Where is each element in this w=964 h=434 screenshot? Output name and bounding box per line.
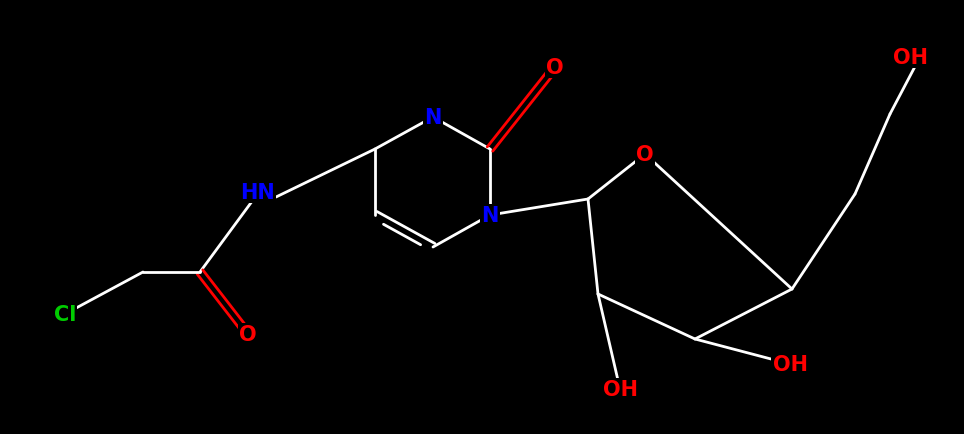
Text: N: N bbox=[424, 108, 442, 128]
Text: O: O bbox=[636, 145, 654, 164]
Text: N: N bbox=[481, 206, 498, 226]
Text: OH: OH bbox=[893, 48, 927, 68]
Text: OH: OH bbox=[602, 379, 637, 399]
Text: Cl: Cl bbox=[54, 304, 76, 324]
Text: O: O bbox=[239, 324, 256, 344]
Text: O: O bbox=[547, 58, 564, 78]
Text: HN: HN bbox=[241, 183, 276, 203]
Text: OH: OH bbox=[772, 354, 808, 374]
